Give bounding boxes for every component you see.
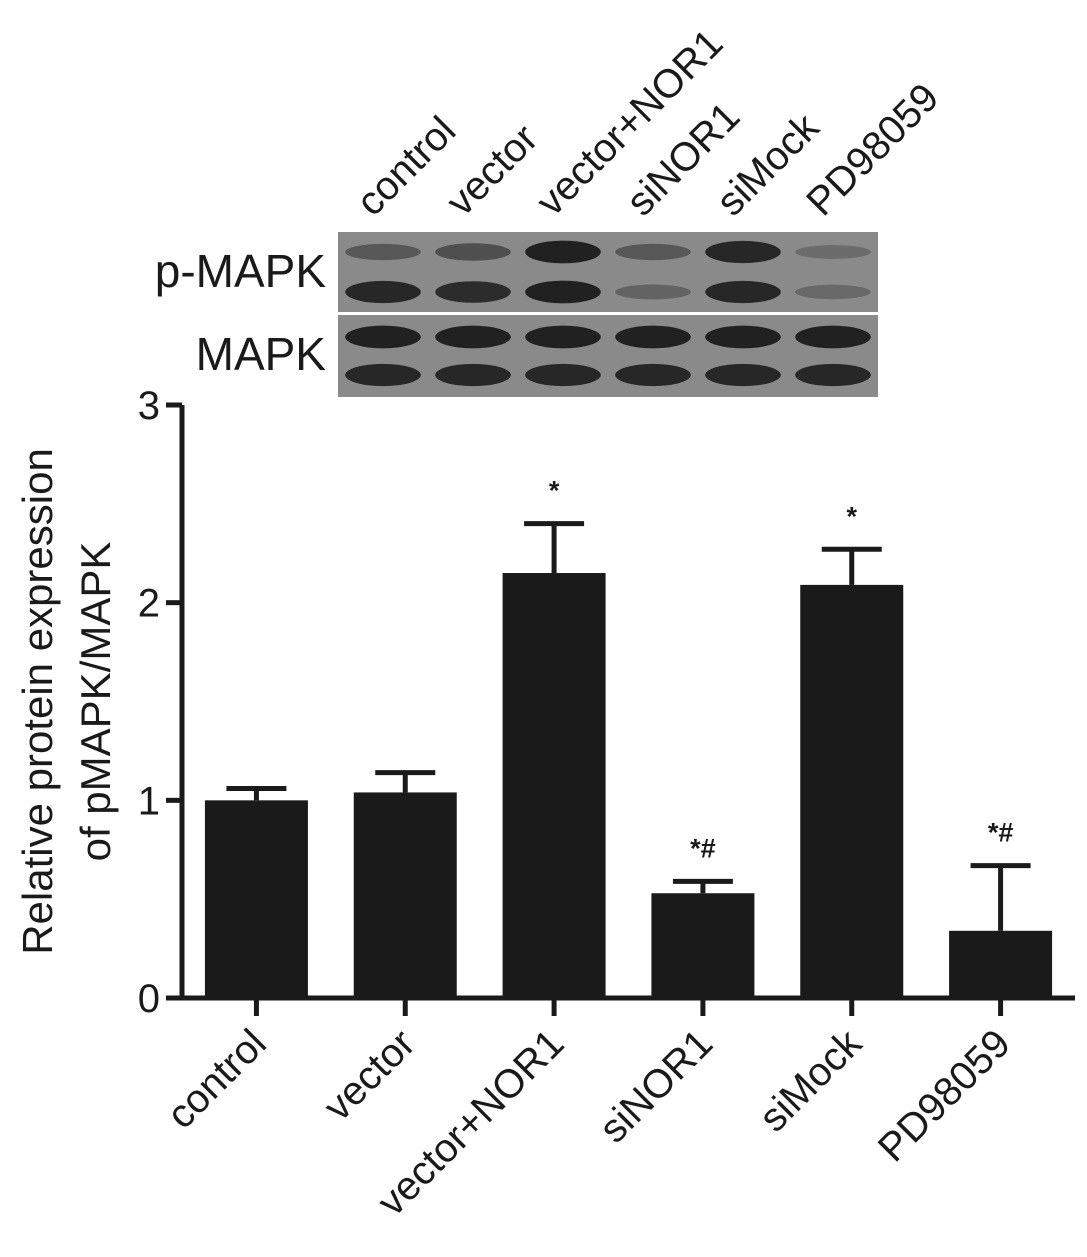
bar-pd98059 <box>949 930 1053 998</box>
y-axis-label: Relative protein expression of pMAPK/MAPK <box>14 448 119 955</box>
blot-row-label: MAPK <box>196 328 327 380</box>
band <box>345 243 421 261</box>
error-bar <box>970 863 1031 931</box>
band <box>525 280 601 304</box>
y-tick-label: 3 <box>138 384 160 428</box>
y-axis-label-line: of pMAPK/MAPK <box>72 542 119 862</box>
band <box>615 363 691 387</box>
band <box>525 363 601 387</box>
blot-row-p-mapk <box>345 240 871 304</box>
significance-label: *# <box>690 833 716 863</box>
y-axis: 0 1 2 3 <box>138 384 185 1021</box>
bar-simock <box>800 584 904 998</box>
western-blot <box>338 232 878 397</box>
significance-label: * <box>846 501 857 531</box>
blot-row-mapk <box>345 325 871 387</box>
band <box>345 280 421 304</box>
blot-lane-label: PD98059 <box>798 75 947 224</box>
band <box>435 363 511 387</box>
error-bar <box>375 770 436 793</box>
x-tick-label: siMock <box>751 1021 871 1141</box>
band <box>795 325 871 349</box>
x-tick-label: control <box>159 1021 275 1137</box>
band <box>795 363 871 387</box>
y-tick-label: 2 <box>138 582 160 626</box>
bar-control <box>204 800 308 998</box>
x-tick-label: siNOR1 <box>591 1021 721 1151</box>
error-bar <box>226 785 287 801</box>
band <box>435 243 511 261</box>
band <box>525 325 601 349</box>
band <box>705 363 781 387</box>
error-bar <box>821 546 882 585</box>
band <box>795 245 871 259</box>
blot-row-label: p-MAPK <box>155 245 327 297</box>
error-bar <box>524 521 585 574</box>
error-bars <box>226 521 1031 931</box>
significance-annotations: * *# * *# <box>549 476 1014 864</box>
x-tick-label: PD98059 <box>870 1021 1019 1170</box>
significance-label: *# <box>988 818 1014 848</box>
y-axis-label-line: Relative protein expression <box>14 448 61 955</box>
band <box>615 243 691 261</box>
band <box>615 284 691 300</box>
significance-label: * <box>549 476 560 506</box>
bar-vector-nor1 <box>502 573 606 998</box>
band <box>435 325 511 349</box>
blot-lane-label: control <box>348 108 464 224</box>
bar-sinor1 <box>651 893 755 998</box>
band <box>345 325 421 349</box>
band <box>705 325 781 349</box>
x-tick-label: vector <box>315 1021 423 1129</box>
band <box>795 284 871 300</box>
band <box>345 363 421 387</box>
bar-vector <box>353 792 457 998</box>
y-tick-label: 1 <box>138 779 160 823</box>
bars <box>204 573 1053 998</box>
error-bar <box>672 878 733 894</box>
y-tick-label: 0 <box>138 977 160 1021</box>
band <box>435 281 511 303</box>
band <box>615 325 691 349</box>
band <box>705 240 781 264</box>
band <box>525 240 601 264</box>
band <box>705 280 781 304</box>
